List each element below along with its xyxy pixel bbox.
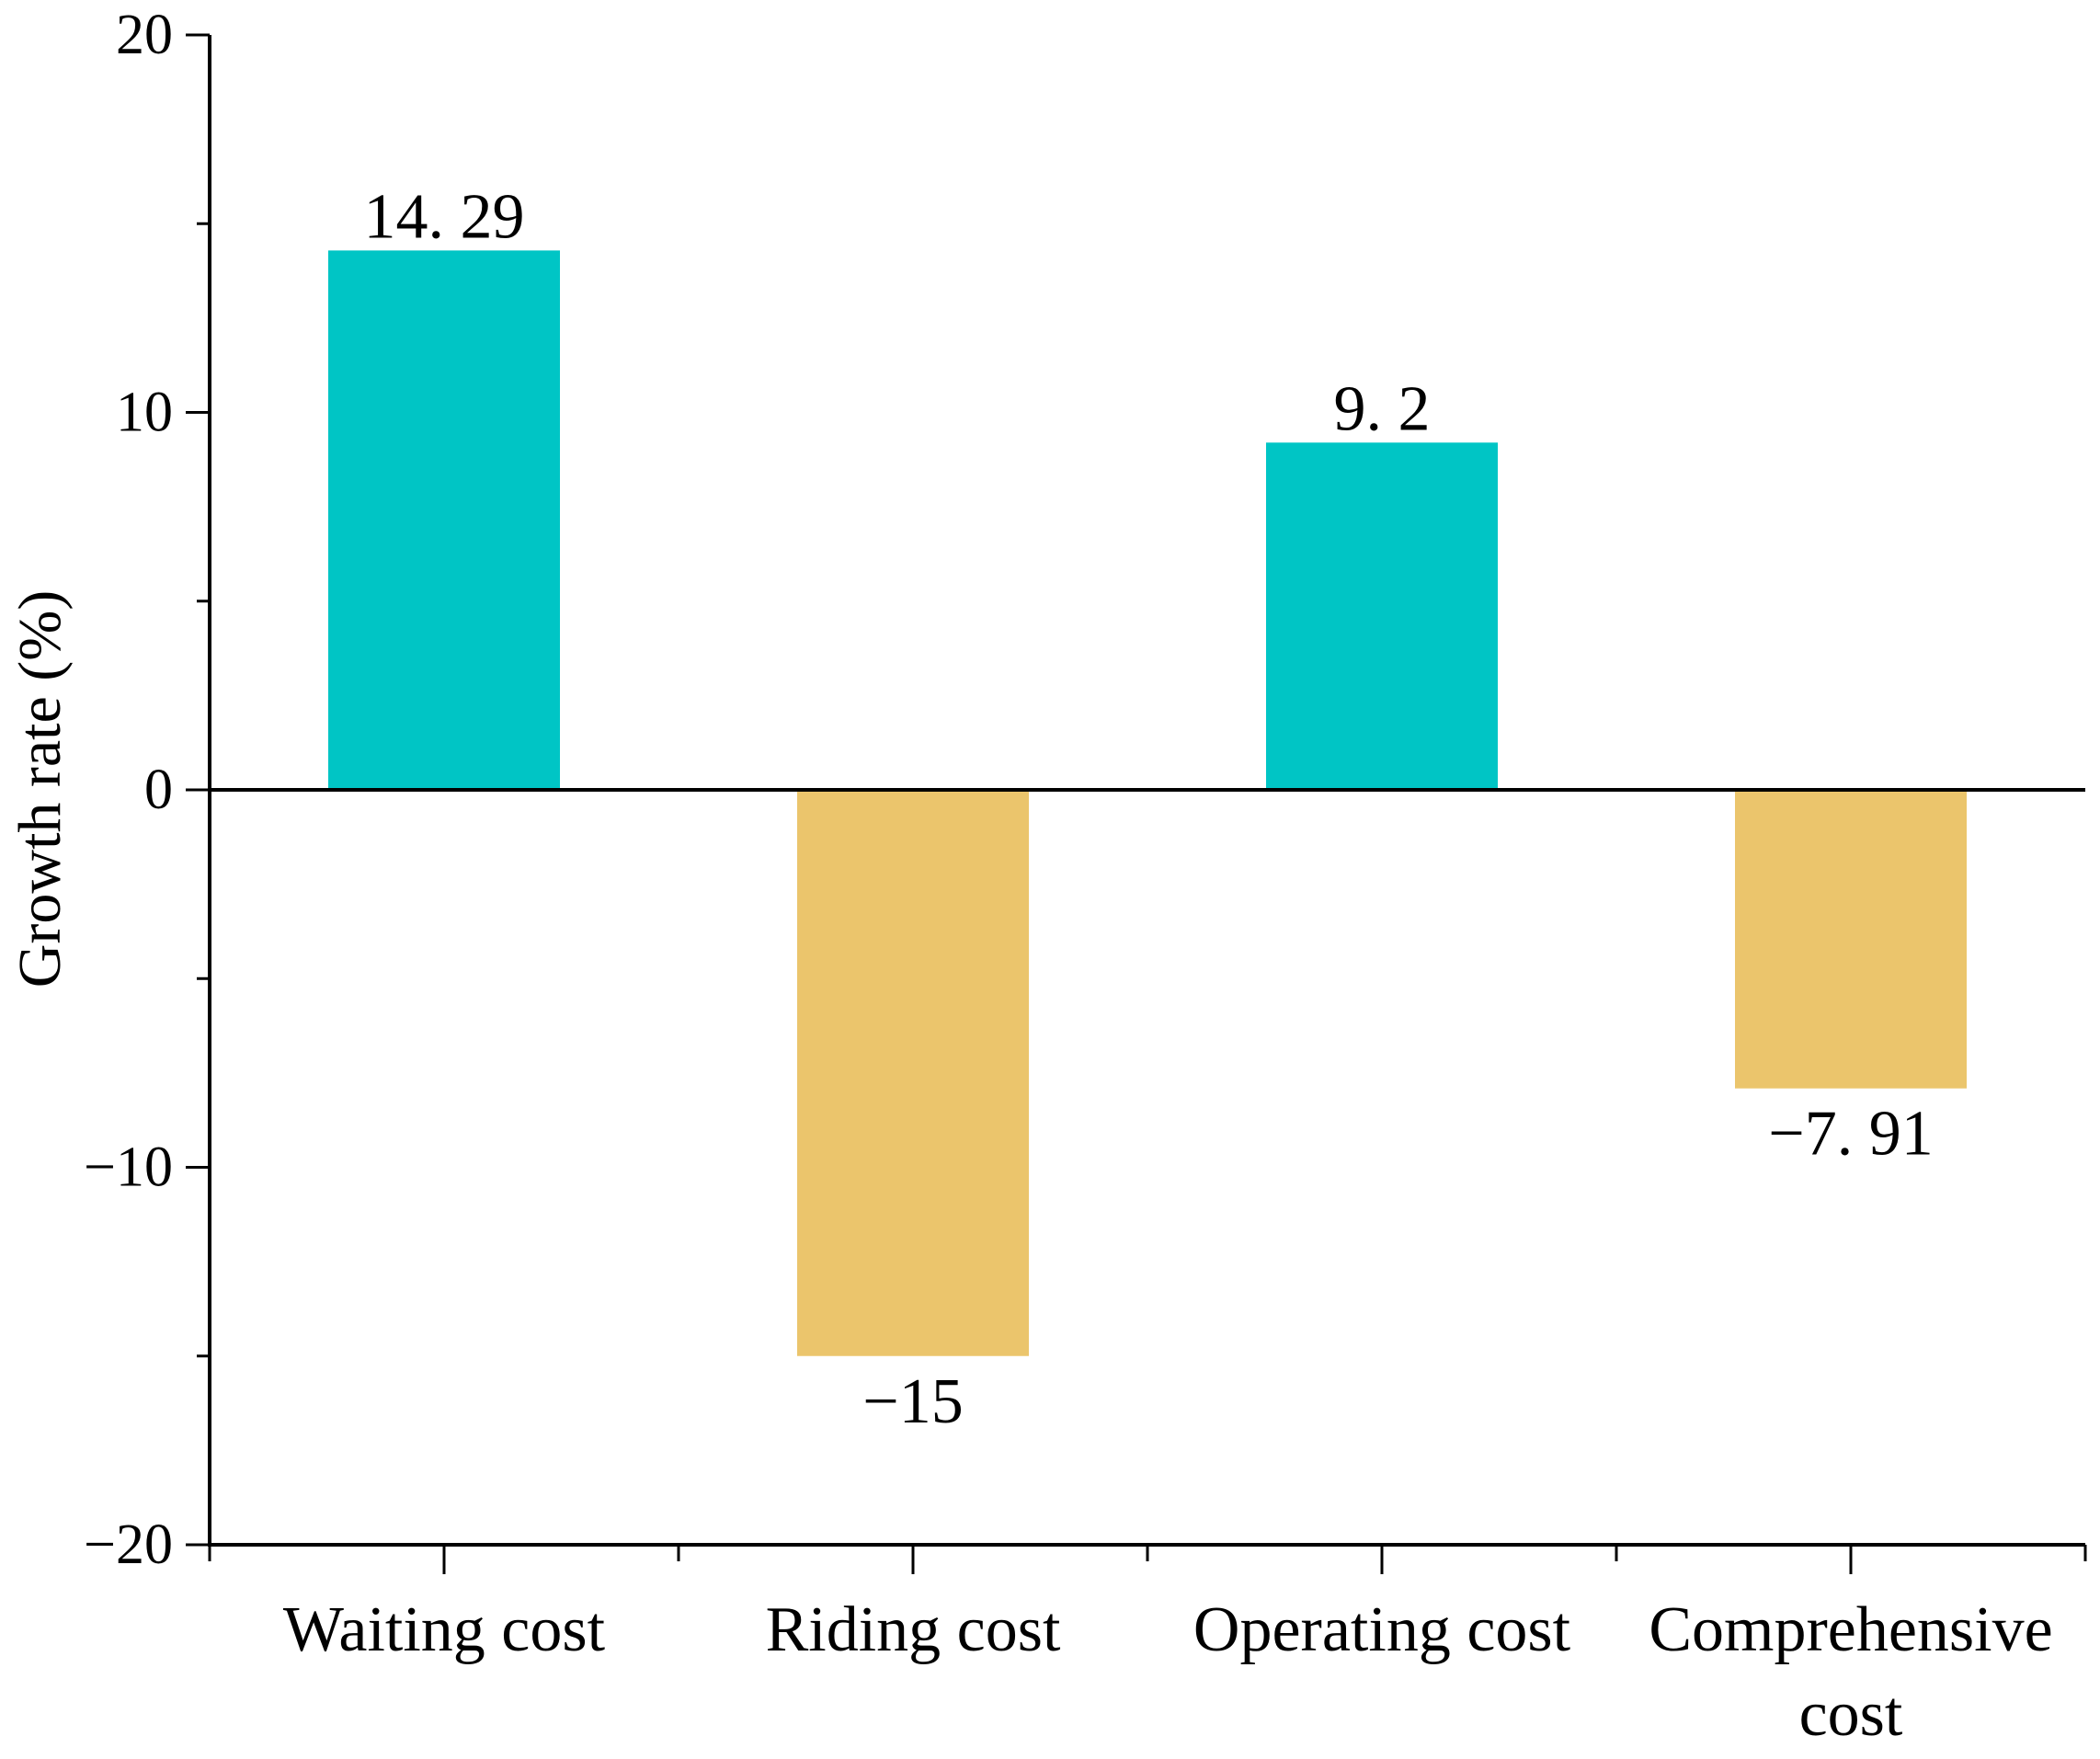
y-tick-label-1: −10: [84, 1136, 173, 1199]
data-label-0: 14. 29: [364, 181, 525, 252]
y-tick-label-0: −20: [84, 1513, 173, 1576]
category-label-2: Operating cost: [1193, 1594, 1571, 1665]
y-tick-label-4: 20: [116, 4, 173, 66]
category-label-0: Waiting cost: [283, 1594, 606, 1665]
data-label-1: −15: [862, 1366, 963, 1437]
bar-0: [328, 250, 560, 790]
data-label-3: −7. 91: [1768, 1099, 1933, 1170]
y-axis-title: Growth rate (%): [6, 590, 74, 988]
category-label-1: Riding cost: [766, 1594, 1061, 1665]
y-tick-label-3: 10: [116, 382, 173, 444]
bar-3: [1735, 790, 1967, 1089]
bar-2: [1266, 442, 1498, 790]
category-label-3-line-1: cost: [1799, 1679, 1903, 1750]
data-label-2: 9. 2: [1334, 373, 1431, 444]
y-tick-label-2: 0: [144, 759, 173, 821]
category-label-3-line-0: Comprehensive: [1649, 1594, 2052, 1665]
bar-1: [797, 790, 1029, 1356]
